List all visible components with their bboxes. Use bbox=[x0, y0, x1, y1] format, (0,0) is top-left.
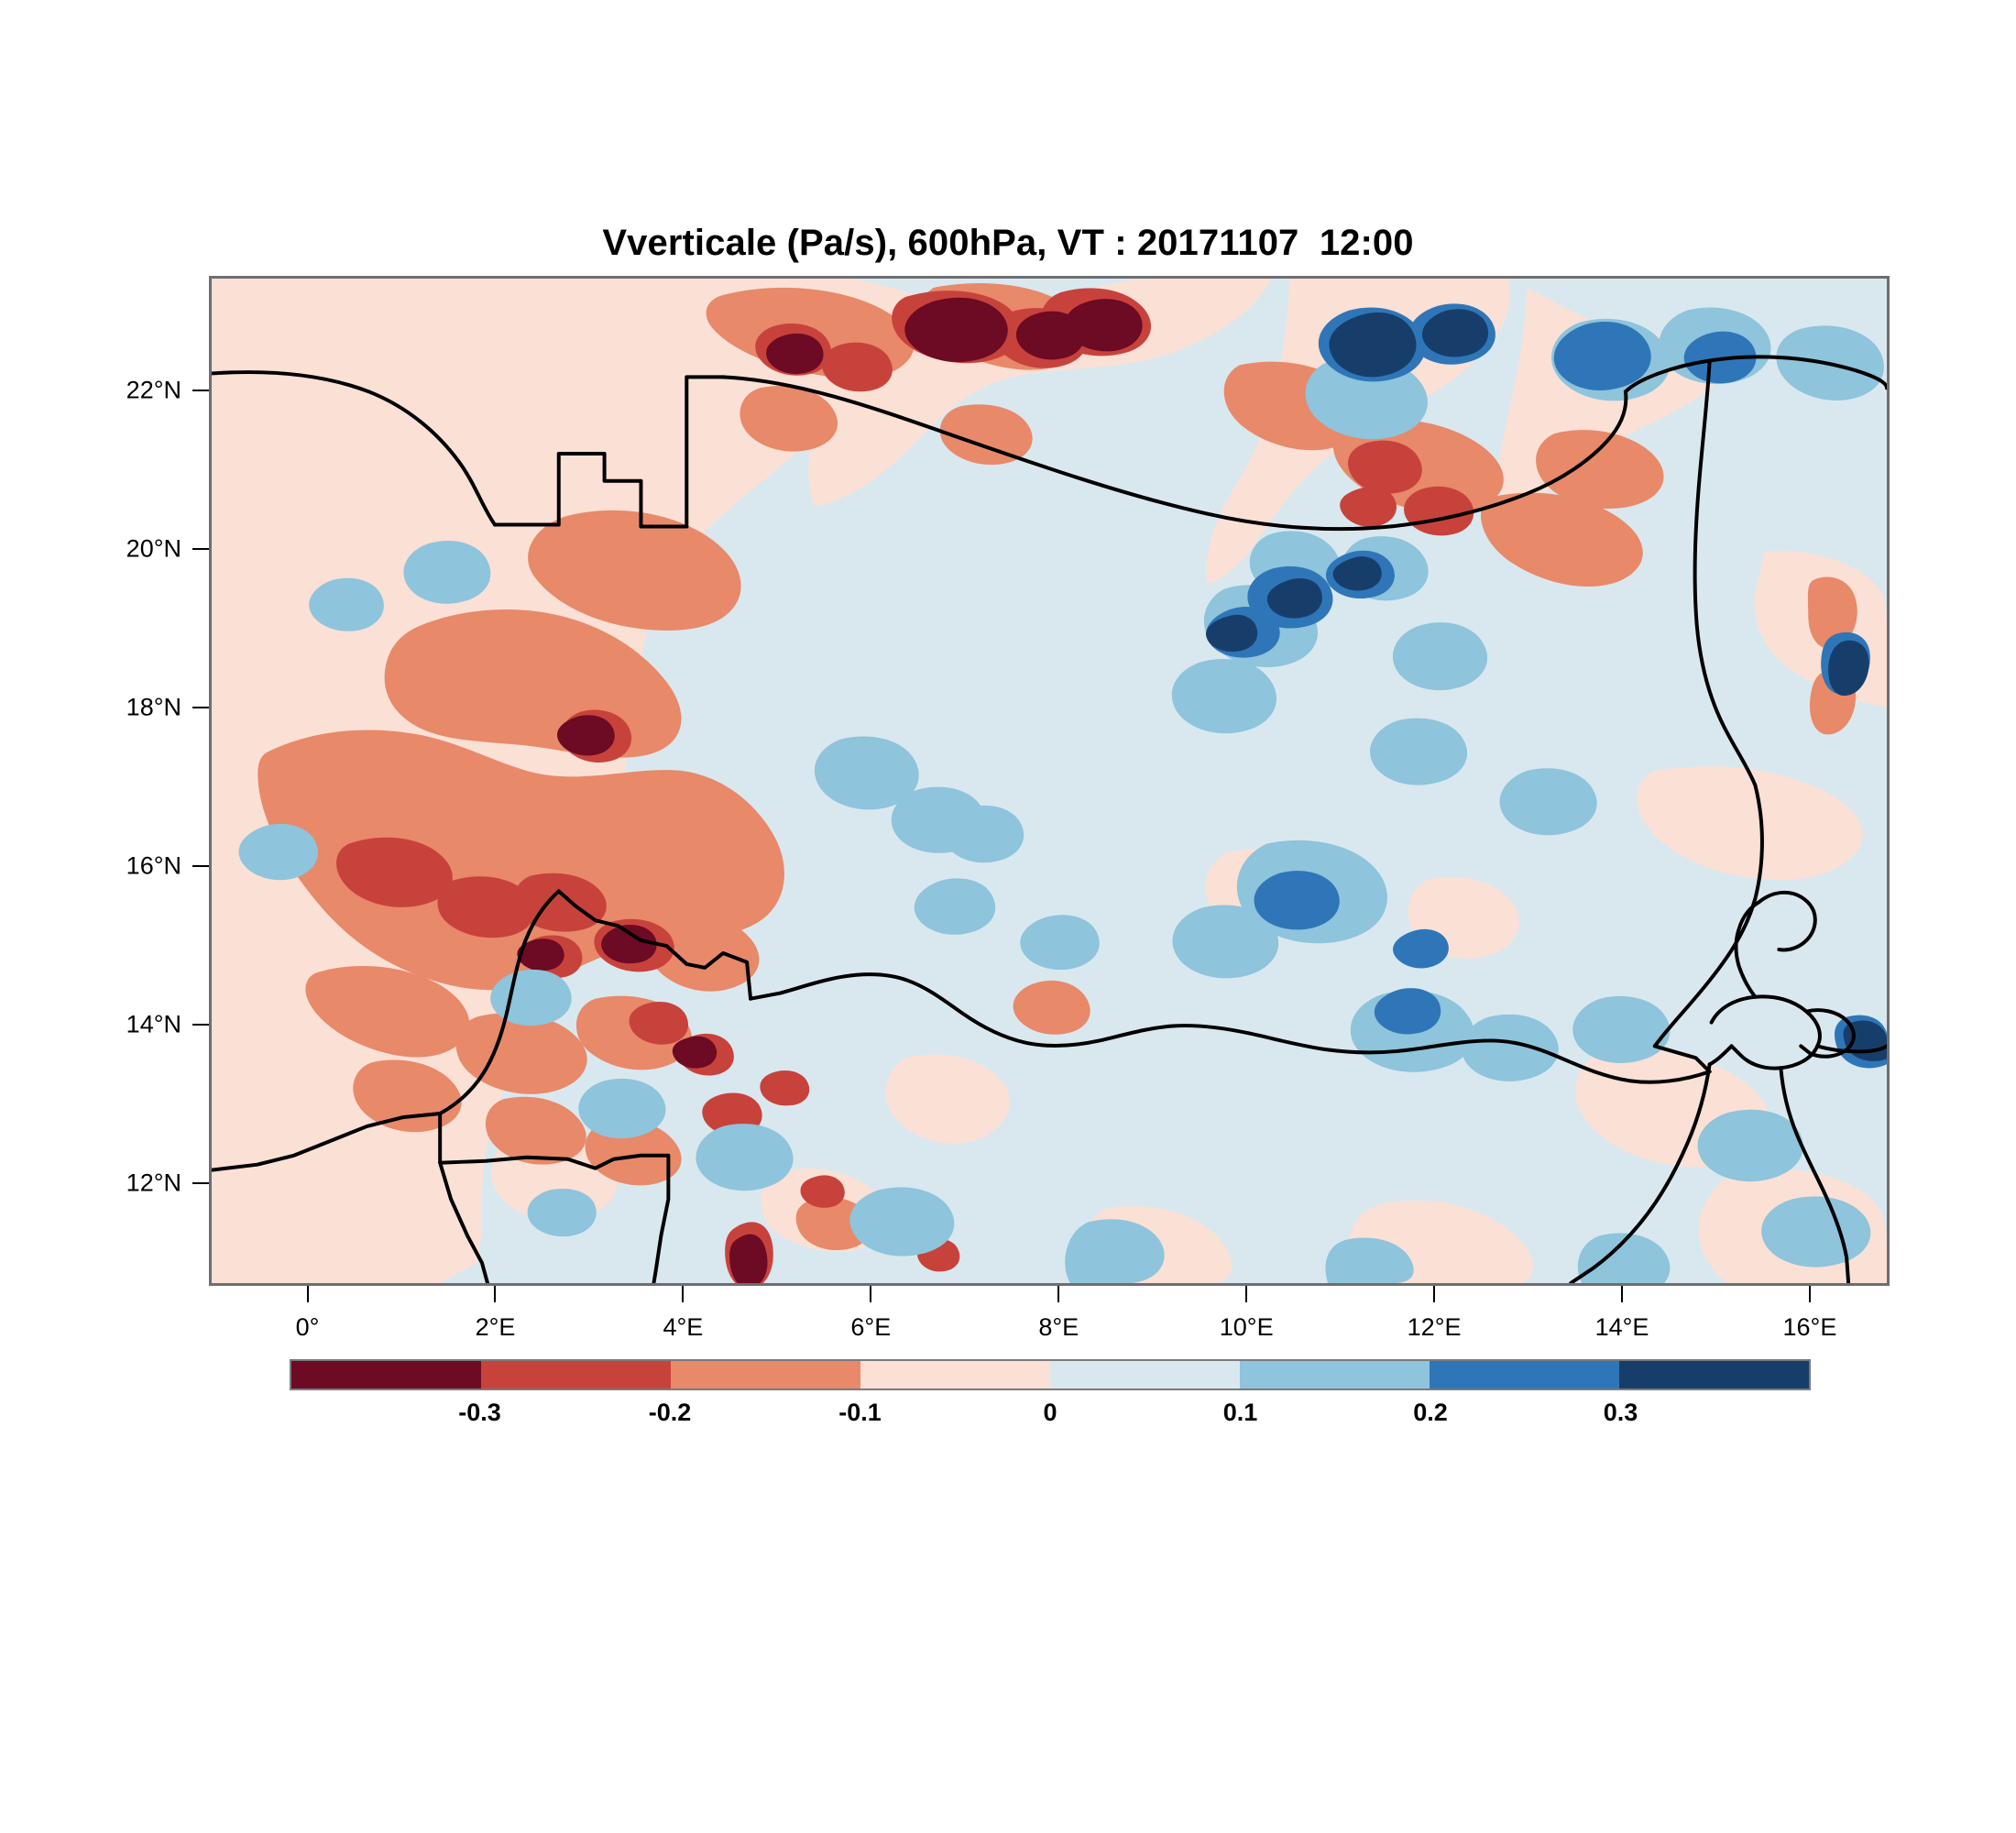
colorbar-tick-label: 0 bbox=[1043, 1399, 1057, 1426]
y-axis-tick bbox=[192, 548, 209, 551]
y-axis-tick bbox=[192, 707, 209, 709]
country-borders bbox=[212, 355, 1887, 1283]
colorbar-tick-label: -0.2 bbox=[648, 1399, 692, 1426]
x-axis-tick bbox=[870, 1286, 872, 1302]
x-axis-tick-label: 8°E bbox=[1038, 1313, 1079, 1341]
x-axis-tick-label: 0° bbox=[295, 1313, 320, 1341]
colorbar-tick-label: -0.1 bbox=[838, 1399, 882, 1426]
page-title: Vverticale (Pa/s), 600hPa, VT : 20171107… bbox=[602, 223, 1414, 263]
x-axis-tick-label: 12°E bbox=[1407, 1313, 1462, 1341]
x-axis-tick-label: 10°E bbox=[1219, 1313, 1274, 1341]
y-axis-tick-label: 12°N bbox=[126, 1169, 181, 1197]
y-axis-tick bbox=[192, 864, 209, 867]
colorbar-tick-label: 0.1 bbox=[1222, 1399, 1258, 1426]
colorbar-band bbox=[1619, 1361, 1809, 1388]
colorbar-tick-label: 0.2 bbox=[1413, 1399, 1448, 1426]
colorbar-band bbox=[860, 1361, 1050, 1388]
x-axis-tick-label: 6°E bbox=[850, 1313, 892, 1341]
y-axis-tick-label: 18°N bbox=[126, 693, 181, 721]
x-axis-tick-label: 14°E bbox=[1594, 1313, 1649, 1341]
colorbar-band bbox=[481, 1361, 671, 1388]
y-axis-tick bbox=[192, 390, 209, 392]
colorbar-band bbox=[1240, 1361, 1430, 1388]
x-axis-tick bbox=[1433, 1286, 1436, 1302]
map-field-svg bbox=[212, 279, 1887, 1283]
colorbar-band bbox=[1050, 1361, 1240, 1388]
x-axis-tick bbox=[682, 1286, 685, 1302]
y-axis-tick-label: 16°N bbox=[126, 851, 181, 880]
y-axis-tick bbox=[192, 1181, 209, 1184]
x-axis-tick-label: 2°E bbox=[475, 1313, 516, 1341]
y-axis-tick-label: 22°N bbox=[126, 376, 181, 404]
field-band-neg035 bbox=[517, 297, 1143, 1283]
x-axis-tick bbox=[1057, 1286, 1060, 1302]
colorbar-band bbox=[291, 1361, 481, 1388]
colorbar-band bbox=[1430, 1361, 1619, 1388]
colorbar[interactable] bbox=[290, 1359, 1811, 1390]
x-axis-tick bbox=[1808, 1286, 1811, 1302]
colorbar-tick-label: -0.3 bbox=[458, 1399, 501, 1426]
colorbar-band bbox=[671, 1361, 860, 1388]
map-plot-area[interactable] bbox=[209, 276, 1890, 1286]
y-axis-tick-label: 14°N bbox=[126, 1010, 181, 1038]
x-axis-tick bbox=[494, 1286, 497, 1302]
colorbar-tick-label: 0.3 bbox=[1603, 1399, 1638, 1426]
x-axis-tick bbox=[1245, 1286, 1248, 1302]
x-axis-tick-label: 16°E bbox=[1782, 1313, 1837, 1341]
x-axis-tick bbox=[1620, 1286, 1623, 1302]
y-axis-tick bbox=[192, 1023, 209, 1026]
x-axis-tick-label: 4°E bbox=[663, 1313, 704, 1341]
y-axis-tick-label: 20°N bbox=[126, 534, 181, 563]
x-axis-tick bbox=[306, 1286, 309, 1302]
